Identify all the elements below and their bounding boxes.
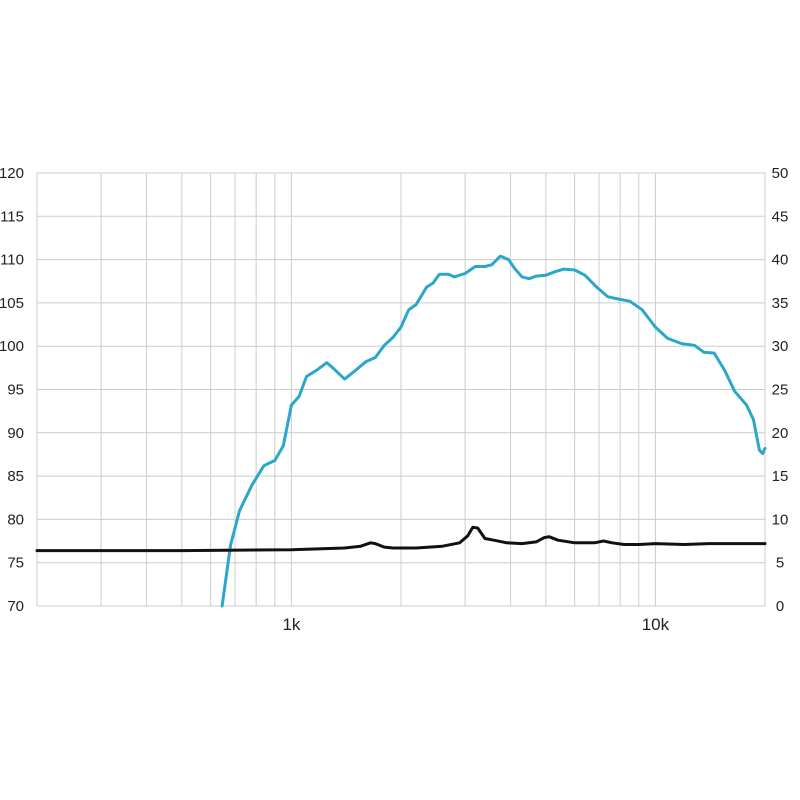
y-left-tick-label: 90 <box>7 425 24 442</box>
y-right-tick-label: 45 <box>772 208 789 225</box>
y-right-tick-label: 35 <box>772 295 789 312</box>
series-group <box>35 254 767 608</box>
y-right-tick-label: 0 <box>776 598 784 615</box>
y-left-tick-label: 95 <box>7 382 24 399</box>
y-left-tick-label: 115 <box>0 208 24 225</box>
y-right-tick-label: 40 <box>772 252 789 269</box>
x-tick-label: 10k <box>642 615 670 634</box>
y-right-tick-label: 30 <box>772 338 789 355</box>
y-right-tick-label: 25 <box>772 382 789 399</box>
plot-frame <box>36 172 766 607</box>
x-tick-label: 1k <box>282 615 300 634</box>
y-left-tick-label: 100 <box>0 338 24 355</box>
y-left-tick-label: 110 <box>0 252 24 269</box>
y-right-tick-label: 10 <box>772 511 789 528</box>
y-right-tick-label: 50 <box>772 165 789 182</box>
y-left-tick-label: 120 <box>0 165 24 182</box>
y-right-tick-label: 15 <box>772 468 789 485</box>
tick-labels: 70 75 80 85 90 95 100 105 110 115 120 0 5 10 15 20 25 30 3… <box>0 165 788 634</box>
y-left-tick-label: 80 <box>7 511 24 528</box>
y-left-tick-label: 105 <box>0 295 24 312</box>
y-left-tick-label: 70 <box>7 598 24 615</box>
spl-curve <box>220 254 767 608</box>
y-right-tick-label: 5 <box>776 555 784 572</box>
impedance-curve <box>35 525 767 553</box>
y-right-tick-label: 20 <box>772 425 789 442</box>
y-left-tick-label: 85 <box>7 468 24 485</box>
y-left-tick-label: 75 <box>7 555 24 572</box>
grid <box>37 172 765 607</box>
